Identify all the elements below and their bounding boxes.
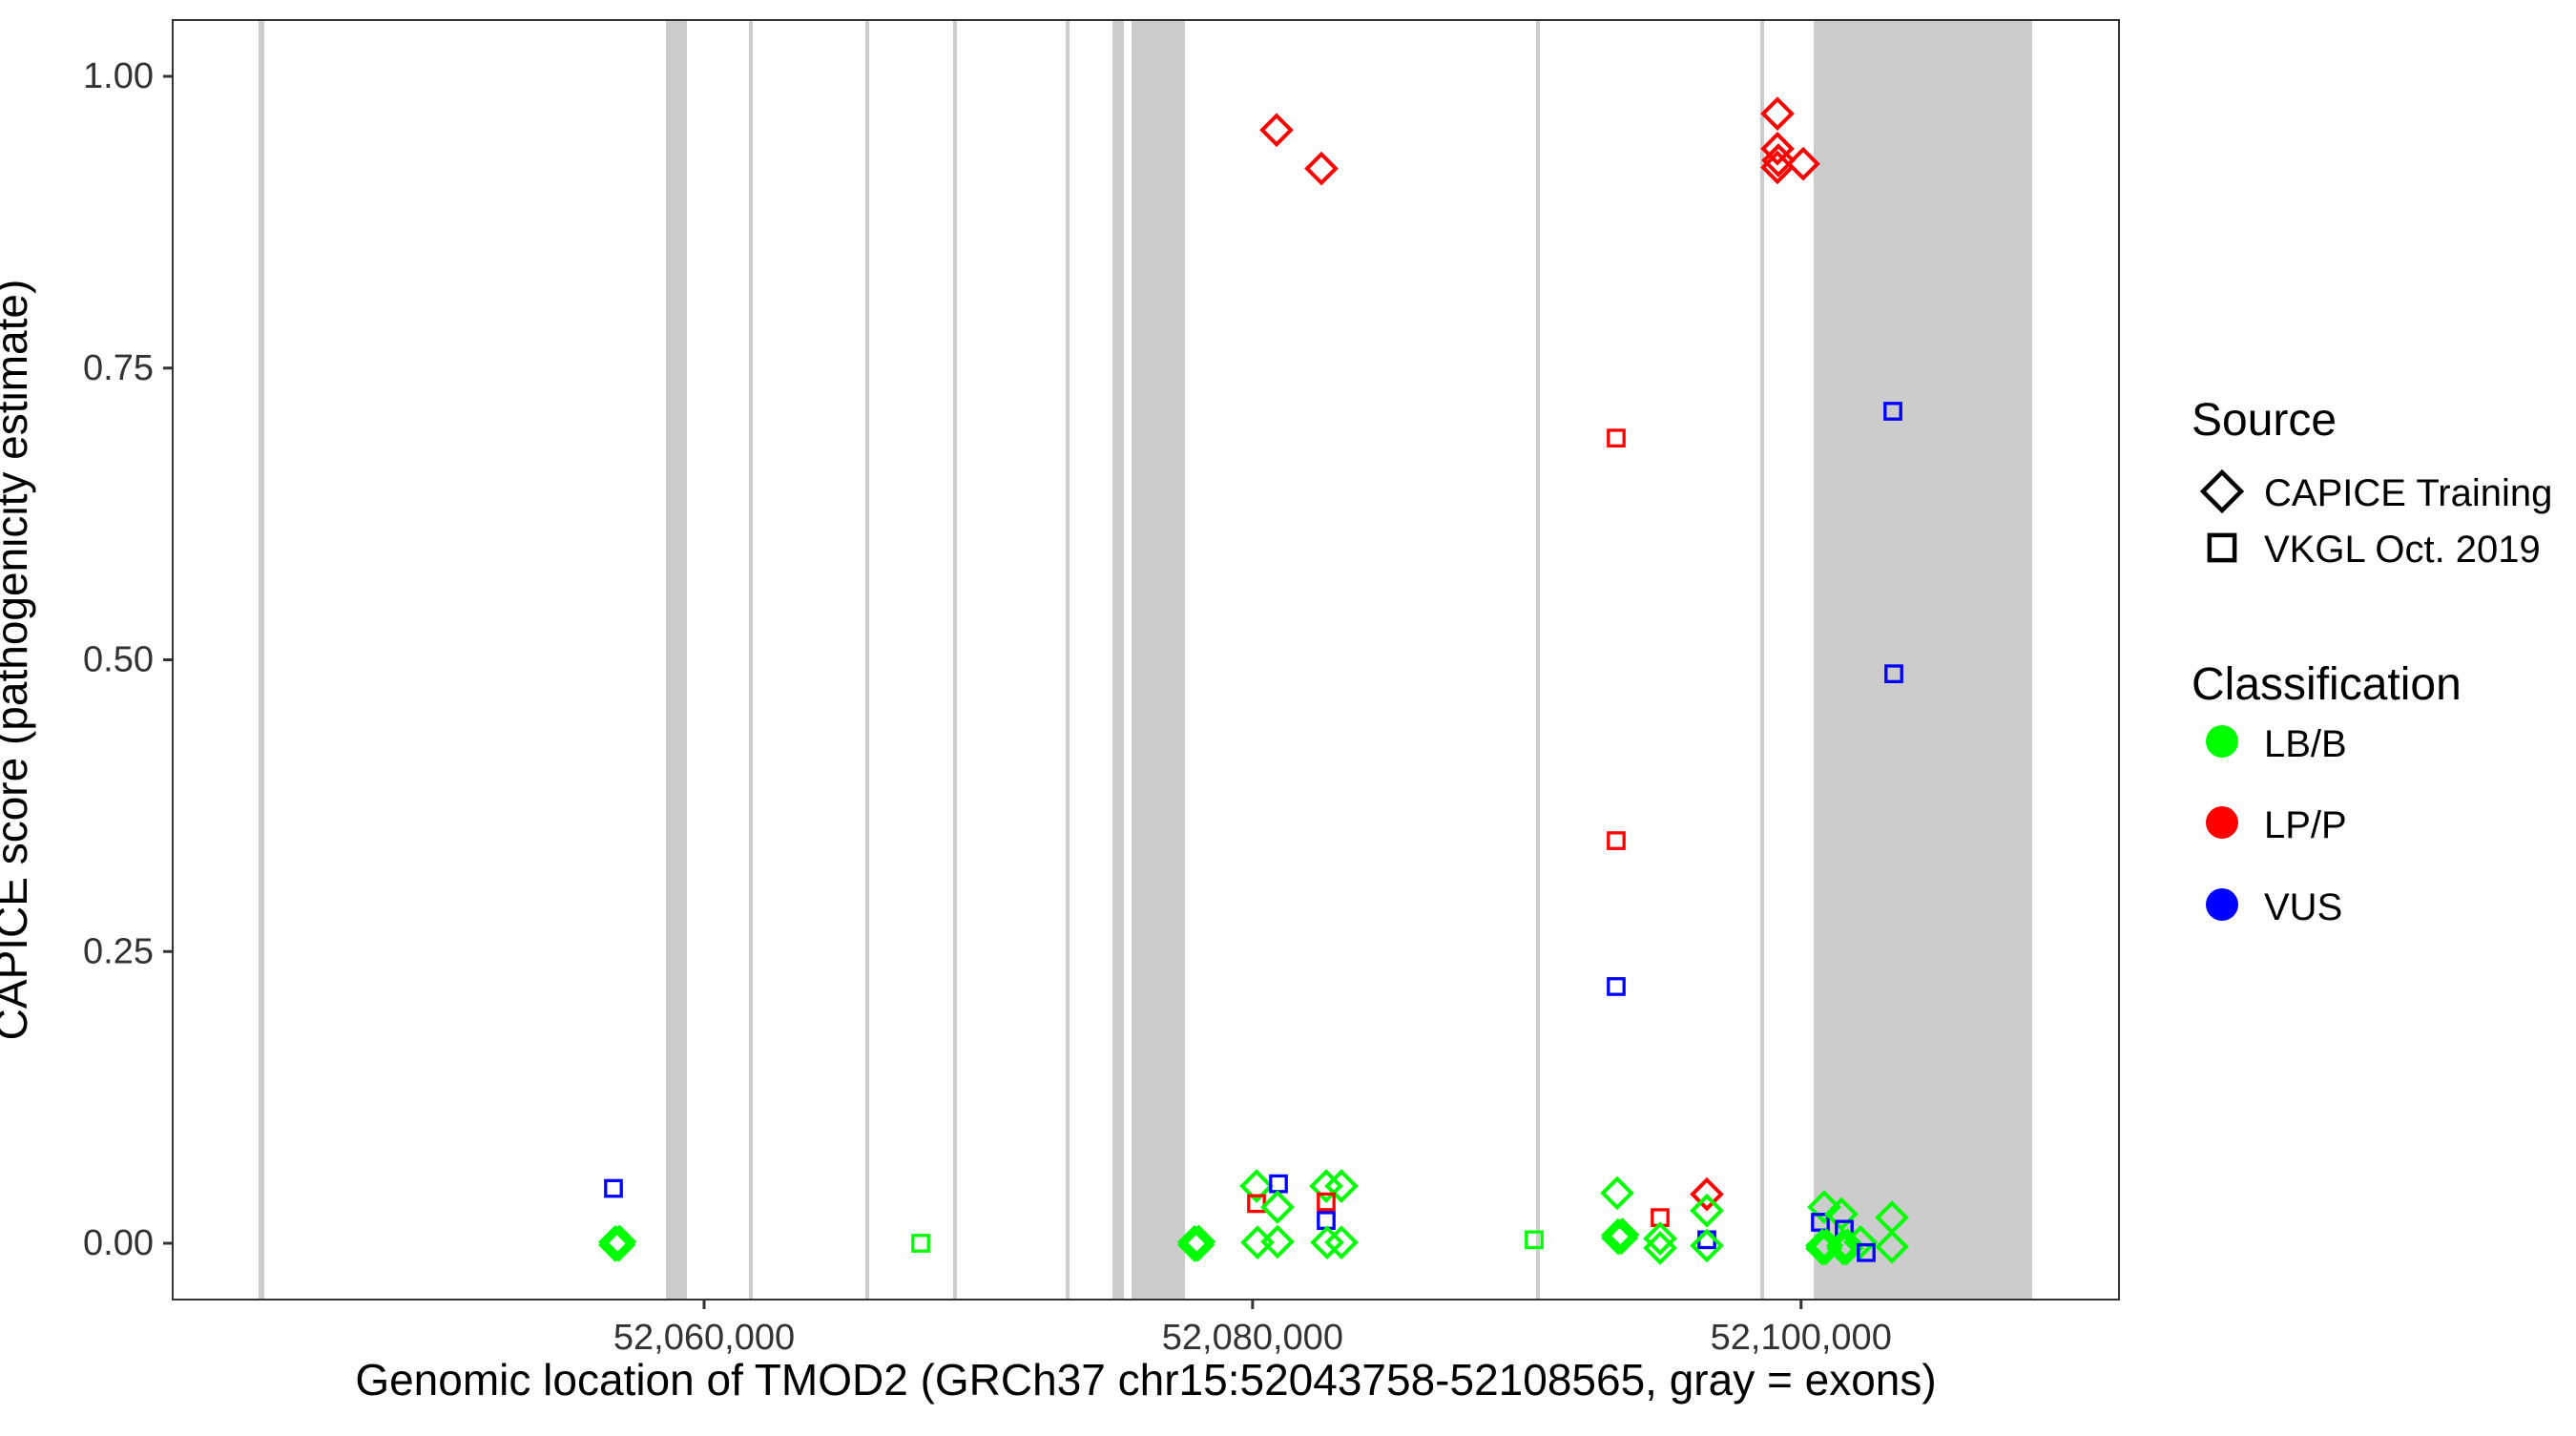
svg-text:LP/P: LP/P (2264, 804, 2347, 846)
svg-text:52,100,000: 52,100,000 (1711, 1318, 1892, 1358)
svg-text:Source: Source (2192, 395, 2337, 446)
svg-text:0.75: 0.75 (83, 348, 154, 388)
svg-text:52,060,000: 52,060,000 (613, 1318, 795, 1358)
svg-text:0.25: 0.25 (83, 931, 154, 971)
svg-text:Classification: Classification (2192, 659, 2462, 710)
svg-text:52,080,000: 52,080,000 (1162, 1318, 1343, 1358)
svg-text:VKGL Oct. 2019: VKGL Oct. 2019 (2264, 529, 2541, 571)
svg-text:Genomic location of TMOD2 (GRC: Genomic location of TMOD2 (GRCh37 chr15:… (355, 1355, 1936, 1405)
svg-text:0.00: 0.00 (83, 1223, 154, 1263)
svg-text:0.50: 0.50 (83, 640, 154, 680)
svg-text:1.00: 1.00 (83, 56, 154, 96)
svg-text:CAPICE score (pathogenicity es: CAPICE score (pathogenicity estimate) (0, 280, 36, 1041)
svg-text:CAPICE Training: CAPICE Training (2264, 472, 2552, 514)
svg-text:VUS: VUS (2264, 886, 2342, 928)
svg-text:LB/B: LB/B (2264, 723, 2347, 765)
